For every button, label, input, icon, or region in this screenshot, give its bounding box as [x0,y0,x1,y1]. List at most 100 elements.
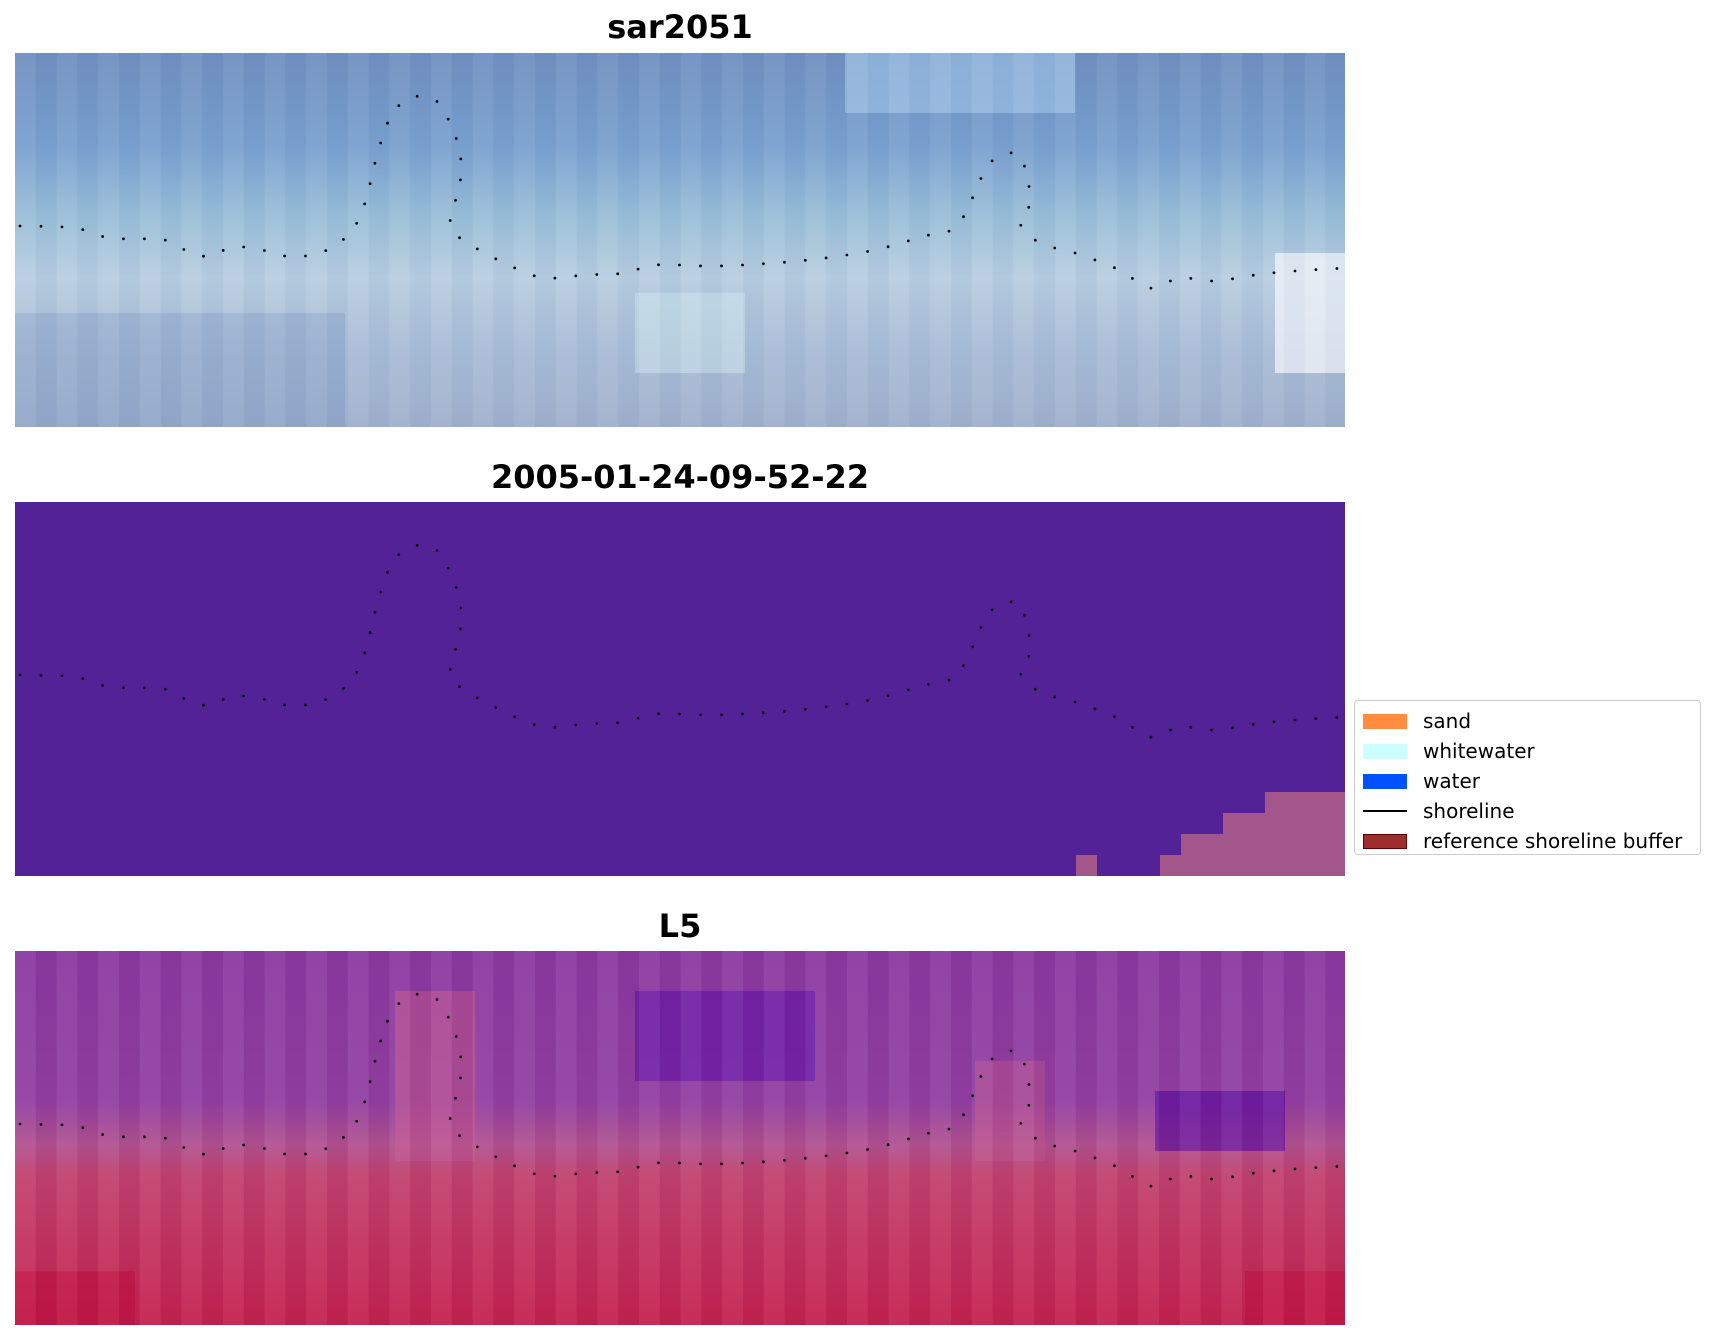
shoreline-dot [927,682,930,686]
shoreline-dot [163,238,167,242]
shoreline-dot [494,1155,498,1159]
shoreline-dot [886,1143,890,1147]
shoreline-dot [454,1035,458,1038]
water-swatch [1363,773,1407,789]
shoreline-dot [1053,1144,1057,1148]
shoreline-dot [1033,687,1037,691]
shoreline-dot [283,254,286,258]
panel-title: sar2051 [607,8,753,46]
shoreline-dot [971,1094,974,1098]
shoreline-dot [513,266,517,270]
shoreline-dot [1335,716,1339,719]
shoreline-dot [636,1165,640,1169]
shoreline-dot [1027,185,1031,188]
shoreline-dot [242,1143,246,1147]
shoreline-dot [459,1055,463,1059]
shoreline-dot [373,610,377,614]
shoreline-dot [553,725,557,729]
shoreline-dot [1149,735,1153,739]
shoreline-dot [553,276,557,280]
shoreline-dot [1272,271,1276,275]
shoreline-dot [699,1162,702,1166]
shoreline-dot [1293,718,1297,722]
shoreline-dot [1073,700,1077,704]
shoreline-dot [1272,720,1276,724]
shoreline-dot [783,709,786,713]
shoreline-dot [803,258,807,262]
shoreline-dot [1009,600,1013,604]
shoreline-dot [263,698,266,701]
shoreline-dot [101,684,104,687]
classification-image [15,502,1345,876]
shoreline-dot [990,1057,994,1061]
shoreline-dot [202,254,205,258]
shoreline-dot [990,159,994,163]
shoreline-dot [971,645,974,649]
shoreline-dot [182,697,186,700]
shoreline-dot [475,696,479,700]
shoreline-dot [762,1160,765,1164]
shoreline-dot [475,247,479,251]
shoreline-dot [1231,277,1234,281]
shoreline-dot [783,1158,786,1162]
shoreline-dot [1272,1169,1276,1173]
shoreline-dot [60,225,64,229]
shoreline-dot [202,703,205,707]
shoreline-dot [355,1119,359,1123]
shoreline-dot [415,94,419,98]
shoreline-dot [263,249,266,252]
shoreline-dot [373,161,377,165]
shoreline-dot [60,1123,64,1127]
shoreline-dot [39,673,43,677]
shoreline-dot [553,1174,557,1178]
shoreline-dot [1131,726,1134,729]
shoreline-dot [415,543,419,547]
shoreline-dot [1113,715,1116,719]
shoreline-dot [947,229,951,233]
shoreline-dot [845,253,849,257]
shoreline-dot [1019,223,1023,227]
shoreline-dot [1189,277,1193,280]
shoreline-dot [741,712,744,716]
shoreline-dot [595,273,599,276]
shoreline-dot [283,703,286,707]
shoreline-dot [1073,1149,1077,1153]
shoreline-dot [845,702,849,706]
shoreline-dot [242,245,246,249]
shoreline-dot [513,715,517,719]
shoreline-dot [1033,238,1037,242]
shoreline-dot [101,1133,104,1136]
shoreline-dot [459,627,462,631]
shoreline-dot [368,1080,372,1083]
shoreline-dot [182,248,186,251]
shoreline-dot [221,1147,225,1150]
shoreline-dot [1093,707,1097,711]
shoreline-dot [657,263,660,267]
shoreline-dot [475,1145,479,1149]
shoreline-dot [1019,1121,1023,1125]
shoreline-dot [866,250,869,253]
shoreline-dots [18,94,1339,290]
shoreline-dot [494,257,498,261]
shoreline-dot [824,1154,828,1158]
shoreline-dot [574,1172,578,1176]
shoreline-dot [379,1039,383,1043]
shoreline-dot [122,237,125,241]
shoreline-dot [355,221,359,225]
shoreline-dot [574,723,578,727]
shoreline-dot [803,707,807,711]
shoreline-dot [1210,1177,1213,1181]
shoreline-dot [459,606,463,610]
shoreline-dot [595,722,599,725]
shoreline-dot [947,1127,951,1131]
shoreline-dot [783,260,786,264]
shoreline-dot [1189,1175,1193,1178]
shoreline-dot [1023,613,1026,617]
shoreline-dot [1019,672,1023,676]
shoreline-dot [122,1135,125,1139]
shoreline-dot [386,570,389,574]
legend-label: reference shoreline buffer [1423,829,1683,853]
shoreline-dot [803,1156,807,1160]
shoreline-dot [368,631,372,634]
shoreline-dot [741,1161,744,1165]
